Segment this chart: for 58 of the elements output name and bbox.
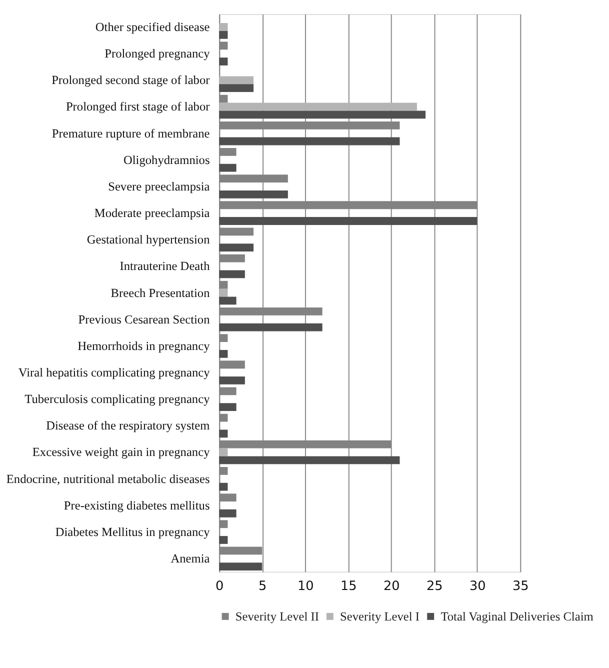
legend-label: Total Vaginal Deliveries Claim	[440, 609, 594, 624]
bar	[219, 190, 288, 198]
bar	[219, 403, 236, 412]
bar	[219, 376, 245, 384]
bar	[219, 270, 245, 278]
y-tick-label: Gestational hypertension	[86, 232, 210, 247]
x-tick-label: 30	[469, 578, 486, 594]
bar	[219, 244, 254, 252]
bar	[219, 536, 228, 544]
y-tick-label: Excessive weight gain in pregnancy	[32, 445, 211, 460]
y-tick-label: Diabetes Mellitus in pregnancy	[55, 524, 211, 539]
bar	[219, 30, 228, 39]
bar	[219, 509, 236, 518]
y-tick-label: Other specified disease	[95, 20, 210, 34]
bar	[219, 58, 228, 66]
bar	[219, 288, 228, 297]
x-tick-label: 10	[297, 578, 314, 594]
bar	[219, 110, 426, 119]
bar	[219, 482, 228, 491]
y-tick-label: Severe preeclampsia	[108, 179, 210, 194]
y-tick-label: Prolonged second stage of labor	[52, 73, 210, 88]
y-tick-label: Breech Presentation	[110, 286, 210, 300]
bar	[219, 84, 254, 92]
y-tick-label: Previous Cesarean Section	[78, 312, 210, 326]
y-tick-label: Hemorrhoids in pregnancy	[78, 338, 211, 353]
x-tick-label: 5	[258, 578, 267, 594]
y-tick-label: Anemia	[170, 552, 210, 566]
y-tick-label: Intrauterine Death	[120, 259, 210, 274]
y-tick-label: Disease of the respiratory system	[46, 418, 210, 433]
y-tick-label: Premature rupture of membrane	[52, 126, 210, 140]
bar	[219, 562, 262, 570]
bar	[219, 76, 254, 84]
y-tick-label: Tuberculosis complicating pregnancy	[24, 392, 211, 406]
bar	[219, 217, 478, 225]
x-tick-label: 0	[216, 578, 224, 594]
bar	[219, 350, 228, 358]
bar	[219, 323, 322, 332]
legend-label: Severity Level II	[235, 609, 319, 624]
y-tick-label: Prolonged pregnancy	[104, 46, 211, 61]
bar	[219, 137, 400, 146]
bar	[219, 448, 228, 456]
bar	[219, 430, 228, 438]
legend-label: Severity Level I	[340, 609, 420, 624]
x-tick-label: 15	[340, 578, 357, 594]
y-tick-label: Endocrine, nutritional metabolic diseases	[6, 472, 210, 486]
bar	[219, 23, 228, 31]
bar	[219, 102, 417, 111]
x-tick-label: 20	[383, 578, 400, 594]
x-tick-label: 35	[512, 578, 529, 594]
bar	[219, 296, 236, 305]
bar	[219, 456, 400, 464]
x-tick-label: 25	[426, 578, 443, 594]
y-tick-label: Prolonged first stage of labor	[66, 100, 210, 114]
y-tick-label: Moderate preeclampsia	[94, 206, 210, 220]
bar	[219, 164, 236, 172]
y-tick-label: Oligohydramnios	[123, 152, 210, 167]
y-tick-label: Pre-existing diabetes mellitus	[64, 498, 210, 512]
y-tick-label: Viral hepatitis complicating pregnancy	[18, 365, 211, 380]
